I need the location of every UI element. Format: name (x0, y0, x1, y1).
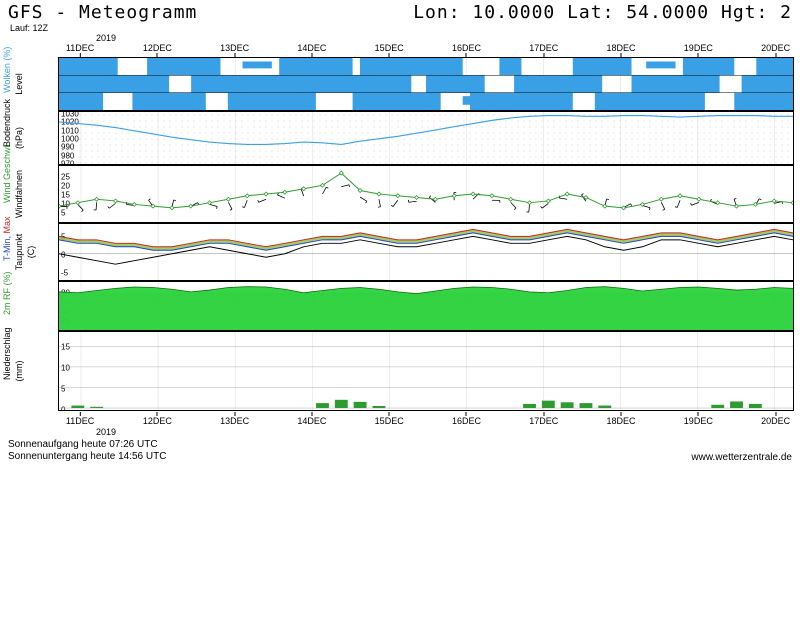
rh-label: 2m RF (%) (2, 297, 12, 315)
sunset-text: Sonnenuntergang heute 14:56 UTC (8, 451, 166, 463)
xaxis-tick: 14DEC (297, 43, 326, 58)
xaxis-tick: 16DEC (452, 411, 481, 426)
xaxis-tick: 18DEC (607, 43, 636, 58)
xaxis-tick: 15DEC (375, 411, 404, 426)
xaxis-tick: 11DEC (66, 411, 94, 426)
temp-unit: (C) (26, 246, 36, 259)
xaxis-tick: 13DEC (220, 411, 249, 426)
site-credit: www.wetterzentrale.de (691, 452, 792, 463)
chart-panel: 20406080 (58, 281, 794, 331)
xaxis-tick: 19DEC (684, 411, 713, 426)
xaxis-tick: 12DEC (143, 411, 172, 426)
xaxis-tick: 18DEC (607, 411, 636, 426)
xaxis-tick: 13DEC (220, 43, 249, 58)
chart-panel: 9709809901000101010201030 (58, 111, 794, 165)
chart-panel: 051015 (58, 331, 794, 411)
xaxis-tick: 19DEC (684, 43, 713, 58)
xaxis-tick: 20DEC (761, 411, 790, 426)
precip-unit: (mm) (14, 361, 24, 382)
xaxis-tick: 17DEC (529, 411, 558, 426)
chart-panel: -505 (58, 223, 794, 281)
xaxis-tick: 11DEC (66, 43, 94, 58)
clouds-label: Wolken (%) (2, 75, 12, 93)
chart-panel: 510152025 (58, 165, 794, 223)
clouds-level-label: Level (14, 73, 24, 95)
temp-label: T-Min, Max (2, 243, 12, 261)
dewpoint-label: Taupunkt (14, 234, 24, 271)
xaxis-tick: 14DEC (297, 411, 326, 426)
xaxis-tick: 15DEC (375, 43, 404, 58)
wind-speed-label: Wind Geschwi. (2, 185, 12, 203)
precip-label: Niederschlag (2, 362, 12, 380)
xaxis-tick: 16DEC (452, 43, 481, 58)
xaxis-tick: 20DEC (761, 43, 790, 58)
pressure-unit: (hPa) (14, 127, 24, 149)
title-right: Lon: 10.0000 Lat: 54.0000 Hgt: 2 (413, 2, 792, 23)
run-label: Lauf: 12Z (0, 23, 800, 33)
xaxis-tick: 17DEC (529, 43, 558, 58)
xaxis-tick: 12DEC (143, 43, 172, 58)
title-left: GFS - Meteogramm (8, 2, 197, 23)
wind-barb-label: Windfahnen (14, 170, 24, 218)
chart-panel: HochMittelTief (58, 57, 794, 111)
year-label: 2019 (40, 33, 794, 43)
sunrise-text: Sonnenaufgang heute 07:26 UTC (8, 439, 166, 451)
year-label-bottom: 2019 (40, 427, 794, 437)
